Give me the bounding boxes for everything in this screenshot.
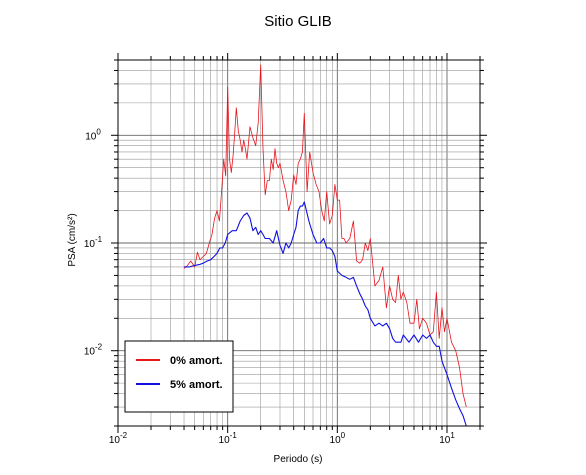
x-tick-label: 101 [439,431,455,446]
y-axis-title: PSA (cm/s²) [67,213,78,266]
legend-box [124,340,234,413]
x-axis-title: Periodo (s) [274,454,323,465]
series-line-0 [183,64,467,408]
y-tick-label: 10-1 [84,235,103,250]
x-tick-label: 10-1 [219,431,238,446]
grid [117,59,481,427]
legend-label-0: 0% amort. [170,355,223,367]
x-tick-label: 100 [330,431,346,446]
y-tick-label: 10-2 [84,343,103,358]
legend: 0% amort. 5% amort. [124,340,234,413]
axis-ticks: 10-2 10-1 100 101 10-2 10-1 100 [84,53,487,446]
series-line-1 [184,201,467,427]
y-tick-label: 100 [85,127,101,142]
x-tick-label: 10-2 [109,431,128,446]
chart-title: Sitio GLIB [264,13,332,30]
plot-area [183,64,467,427]
legend-label-1: 5% amort. [170,379,223,391]
